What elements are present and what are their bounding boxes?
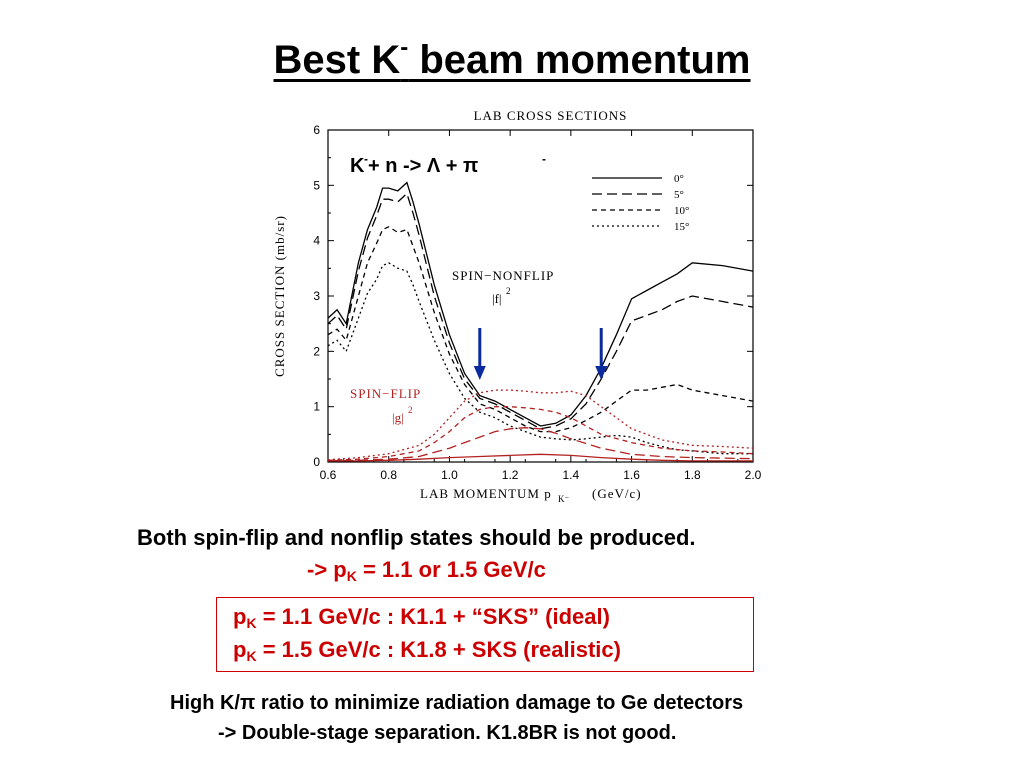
series-line [327,389,754,461]
series-line [327,226,754,433]
option2-post: = 1.5 GeV/c : K1.8 + SKS (realistic) [256,637,621,662]
arrow-head [595,366,608,380]
series-line [328,453,753,462]
spin-flip-g: |g| [392,410,404,425]
y-tick-label: 4 [313,234,320,248]
option1-post: = 1.1 GeV/c : K1.1 + “SKS” (ideal) [256,604,610,629]
legend-label: 15° [674,221,689,233]
momentum-choice-sub: K [346,568,357,584]
y-tick-label: 5 [313,178,320,192]
x-axis-unit: (GeV/c) [592,486,642,501]
spin-flip-label: SPIN−FLIP [350,386,421,401]
y-axis-label: CROSS SECTION (mb/sr) [272,215,287,377]
reaction-pi-sup: - [542,152,546,166]
spin-nonflip-label: SPIN−NONFLIP [452,268,554,283]
spin-flip-sq: 2 [408,405,413,415]
conclusion-line: Both spin-flip and nonflip states should… [137,525,696,550]
legend-label: 0° [674,173,684,185]
beamline-options-box: pK = 1.1 GeV/c : K1.1 + “SKS” (ideal) pK… [216,597,754,672]
option2-pre: p [233,637,247,662]
momentum-choice-line: -> pK = 1.1 or 1.5 GeV/c [307,557,546,584]
separation-note: -> Double-stage separation. K1.8BR is no… [218,722,677,744]
arrow-head [473,366,486,380]
title-text-b: beam momentum [408,38,751,82]
series-line [327,406,754,461]
option-line-realistic: pK = 1.5 GeV/c : K1.8 + SKS (realistic) [233,637,621,664]
x-tick-label: 0.8 [380,468,397,482]
x-tick-label: 1.2 [502,468,519,482]
ratio-note: High K/π ratio to minimize radiation dam… [170,692,744,714]
x-axis-label: LAB MOMENTUM p [420,486,552,501]
x-tick-label: 0.6 [320,468,337,482]
x-tick-label: 2.0 [745,468,762,482]
legend-label: 10° [674,205,689,217]
legend-label: 5° [674,189,684,201]
title-text-a: Best K [273,38,401,82]
option2-sub: K [246,648,257,664]
slide-title: Best K- beam momentum [0,34,1024,83]
x-tick-label: 1.8 [684,468,701,482]
reaction-k: K [350,155,365,177]
y-tick-label: 2 [313,344,320,358]
series-line [327,427,754,462]
x-tick-label: 1.6 [623,468,640,482]
title-superscript: - [400,34,409,61]
momentum-choice-post: = 1.1 or 1.5 GeV/c [356,557,546,582]
option1-pre: p [233,604,247,629]
y-tick-label: 3 [313,289,320,303]
x-axis-label-sub: K⁻ [558,494,569,504]
series-line [327,181,754,427]
cross-section-chart: 0.6 0.8 1.0 1.2 1.4 1.6 1.8 2.0 0 1 2 3 4 5 6 LAB CROSS… [272,108,762,504]
reaction-rest: + n -> Λ + π [368,155,478,177]
x-tick-label: 1.0 [441,468,458,482]
option-line-ideal: pK = 1.1 GeV/c : K1.1 + “SKS” (ideal) [233,604,610,631]
chart-title: LAB CROSS SECTIONS [474,108,628,123]
y-tick-label: 0 [313,455,320,469]
reaction-k-sup: - [364,152,368,166]
momentum-choice-pre: -> p [307,557,347,582]
x-tick-label: 1.4 [563,468,580,482]
y-tick-label: 6 [313,123,320,137]
series-line [327,262,753,455]
spin-nonflip-sq: 2 [506,286,511,296]
y-tick-label: 1 [313,400,320,414]
spin-nonflip-f: |f| [492,291,502,306]
option1-sub: K [246,615,257,631]
